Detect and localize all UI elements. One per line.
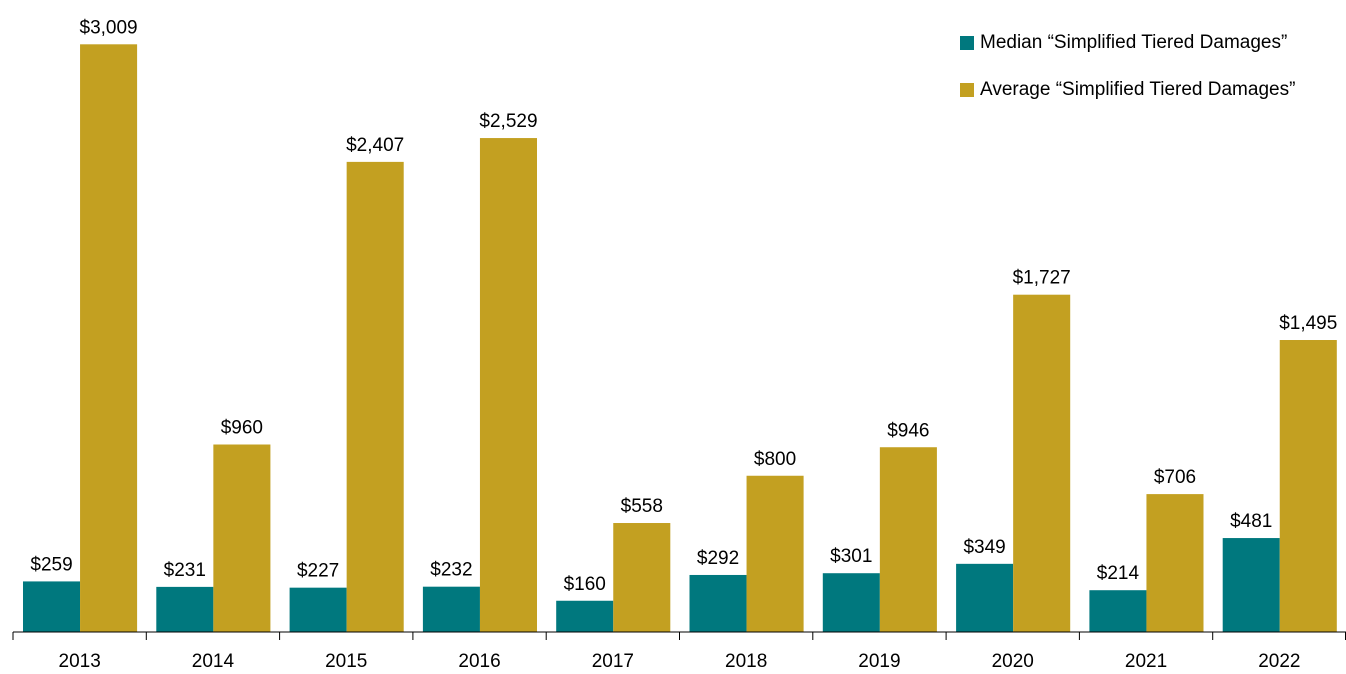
value-label: $1,495 [1279, 313, 1337, 334]
bar [80, 44, 138, 632]
x-tick-label: 2013 [59, 651, 101, 672]
bar [1279, 340, 1337, 632]
value-label: $231 [164, 560, 206, 581]
bar [613, 523, 671, 632]
value-label: $2,407 [346, 135, 404, 156]
x-tick-label: 2020 [992, 651, 1034, 672]
legend-label: Median “Simplified Tiered Damages” [980, 32, 1287, 53]
x-tick-label: 2016 [458, 651, 500, 672]
value-label: $232 [430, 560, 472, 581]
value-label: $214 [1097, 563, 1140, 584]
value-label: $800 [754, 449, 796, 470]
x-tick-label: 2015 [325, 651, 367, 672]
bar [879, 447, 937, 632]
bar [746, 475, 804, 632]
value-label: $227 [297, 561, 339, 582]
x-tick-label: 2014 [192, 651, 235, 672]
value-label: $481 [1230, 511, 1272, 532]
value-label: $292 [697, 548, 739, 569]
value-label: $259 [30, 554, 72, 575]
bar [422, 586, 480, 632]
value-label: $946 [887, 420, 929, 441]
x-tick-label: 2019 [858, 651, 900, 672]
bar [1089, 590, 1147, 632]
bar [1222, 538, 1280, 632]
bar [156, 586, 214, 632]
bar [822, 573, 880, 632]
value-label: $558 [621, 496, 663, 517]
bar [1013, 294, 1071, 632]
value-label: $960 [221, 418, 263, 439]
bar [1146, 494, 1204, 632]
value-label: $706 [1154, 467, 1196, 488]
bar [479, 138, 538, 632]
x-tick-label: 2022 [1258, 651, 1300, 672]
value-label: $301 [830, 546, 872, 567]
value-label: $160 [564, 574, 606, 595]
x-tick-label: 2017 [592, 651, 634, 672]
bar [22, 581, 81, 632]
bar [689, 574, 747, 632]
value-label: $3,009 [80, 17, 138, 38]
x-tick-label: 2021 [1125, 651, 1167, 672]
bar [556, 600, 614, 632]
legend-swatch [960, 36, 974, 50]
bar [956, 563, 1014, 632]
legend-swatch [960, 83, 974, 97]
x-tick-label: 2018 [725, 651, 767, 672]
bar [213, 444, 271, 632]
bar [346, 161, 404, 632]
value-label: $1,727 [1013, 268, 1071, 289]
value-label: $2,529 [479, 111, 537, 132]
value-label: $349 [963, 537, 1005, 558]
legend-label: Average “Simplified Tiered Damages” [980, 79, 1295, 100]
bar [289, 587, 347, 632]
